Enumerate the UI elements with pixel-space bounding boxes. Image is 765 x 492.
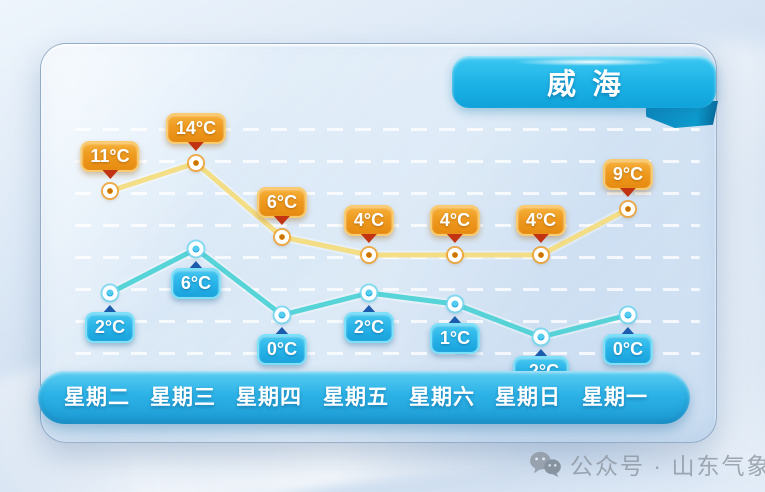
temp-value: 14°C (165, 113, 227, 144)
high-temp-point-2 (275, 230, 289, 244)
high-temp-point-1 (189, 156, 203, 170)
watermark-text: 公众号 · 山东气象 (570, 453, 765, 479)
low-temp-label-1: 6°C (170, 261, 222, 299)
city-banner: 威海 (452, 56, 716, 108)
high-temp-label-3: 4°C (343, 205, 395, 243)
low-temp-point-4 (447, 296, 463, 312)
temp-value: 2°C (84, 312, 136, 343)
temp-value: 11°C (80, 141, 140, 172)
low-temp-label-6: 0°C (602, 327, 654, 365)
high-temp-point-0 (103, 184, 117, 198)
day-label-0: 星期二 (64, 386, 130, 409)
label-pointer (101, 170, 118, 179)
label-pointer (447, 234, 463, 243)
day-label-4: 星期六 (409, 386, 475, 409)
temp-value: 6°C (256, 187, 308, 218)
day-label-3: 星期五 (323, 386, 389, 409)
banner-highlight (512, 58, 672, 66)
low-temp-point-0 (102, 285, 118, 301)
high-temp-label-0: 11°C (80, 141, 140, 179)
high-temp-point-5 (534, 248, 548, 262)
label-pointer (533, 234, 549, 243)
low-temp-point-2 (274, 307, 290, 323)
low-temp-label-3: 2°C (343, 305, 395, 343)
temp-value: 0°C (256, 334, 308, 365)
gridline (75, 256, 700, 259)
gridline (75, 288, 700, 291)
temp-value: 4°C (429, 205, 481, 236)
watermark: 公众号 · 山东气象 (528, 447, 765, 481)
temp-value: 9°C (602, 159, 654, 190)
label-pointer (188, 142, 204, 151)
low-temp-label-4: 1°C (429, 316, 481, 354)
temp-value: 1°C (429, 323, 481, 354)
temp-value: 4°C (343, 205, 395, 236)
low-temp-point-1 (188, 241, 204, 257)
city-title: 威海 (546, 69, 637, 101)
wechat-icon (530, 451, 561, 478)
weekday-bar: 星期二 星期三 星期四 星期五 星期六 星期日 星期一 (38, 371, 690, 424)
high-temp-label-4: 4°C (429, 205, 481, 243)
low-temp-point-6 (620, 307, 636, 323)
temp-value: 0°C (602, 334, 654, 365)
temp-value: 4°C (515, 205, 567, 236)
high-temp-point-6 (621, 202, 635, 216)
high-temp-label-2: 6°C (256, 187, 308, 225)
high-temp-point-4 (448, 248, 462, 262)
label-pointer (532, 349, 549, 358)
label-pointer (361, 234, 377, 243)
high-temp-label-6: 9°C (602, 159, 654, 197)
low-temp-point-3 (361, 285, 377, 301)
label-pointer (620, 188, 636, 197)
high-temp-point-3 (362, 248, 376, 262)
day-label-1: 星期三 (150, 386, 216, 409)
day-label-5: 星期日 (495, 386, 561, 409)
high-temp-label-1: 14°C (165, 113, 227, 151)
low-temp-label-2: 0°C (256, 327, 308, 365)
gridline (75, 128, 700, 131)
label-pointer (274, 216, 290, 225)
high-temp-label-5: 4°C (515, 205, 567, 243)
day-label-2: 星期四 (236, 386, 302, 409)
low-temp-point-5 (533, 329, 549, 345)
temp-value: 2°C (343, 312, 395, 343)
temp-value: 6°C (170, 268, 222, 299)
low-temp-label-0: 2°C (84, 305, 136, 343)
day-label-6: 星期一 (582, 386, 648, 409)
